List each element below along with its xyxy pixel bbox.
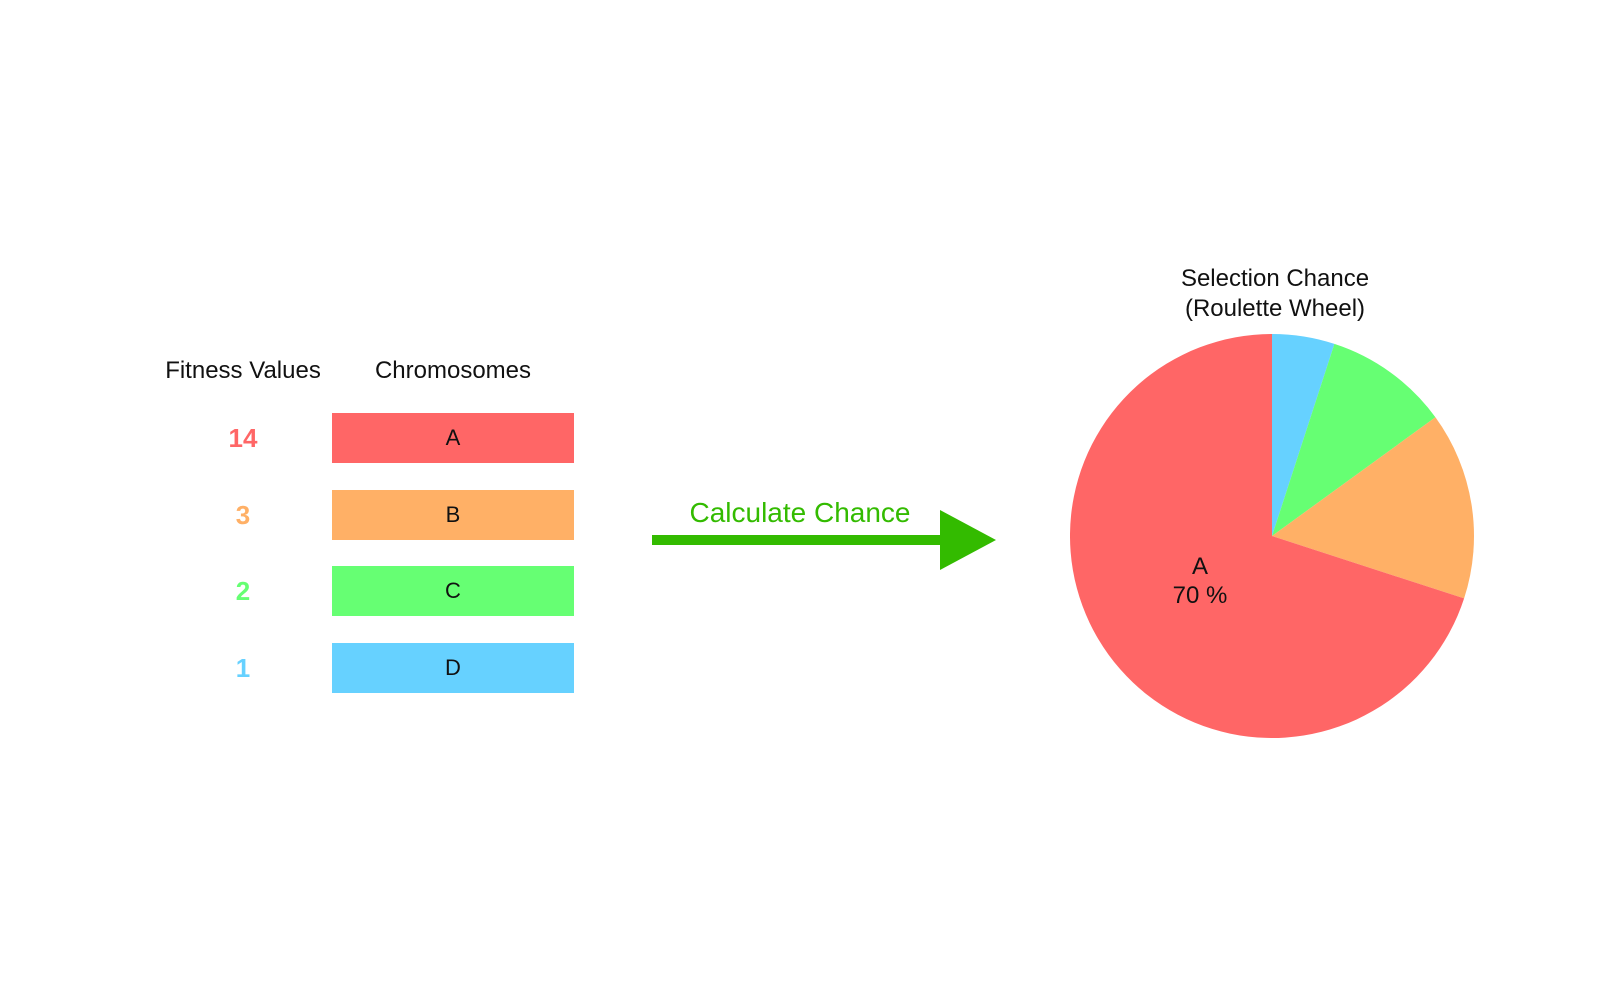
chromosome-a: A	[332, 413, 574, 463]
pie-title-line-2: (Roulette Wheel)	[1184, 295, 1366, 322]
fitness-value-c: 2	[235, 576, 251, 606]
pie-slice-d	[1272, 334, 1335, 536]
pie-slice-label-name: A	[1191, 553, 1208, 580]
pie-title: Selection Chance (Roulette Wheel)	[1125, 264, 1425, 324]
chromosome-d: D	[332, 643, 574, 693]
pie-title-line-1: Selection Chance	[1180, 265, 1370, 292]
arrow-shaft	[652, 535, 942, 545]
chromosome-b: B	[332, 490, 574, 540]
arrow-head	[940, 510, 996, 570]
pie-slice-a	[1070, 334, 1465, 738]
calculate-chance-label: Calculate Chance	[689, 497, 911, 528]
right-arrow-icon	[652, 510, 996, 570]
chromosome-c: C	[332, 566, 574, 616]
fitness-values-header: Fitness Values	[165, 357, 321, 384]
pie-slice-c	[1272, 343, 1436, 536]
roulette-wheel-pie	[1070, 334, 1474, 738]
fitness-value-d: 1	[235, 653, 251, 683]
pie-slice-b	[1272, 417, 1474, 599]
fitness-value-a: 14	[228, 423, 258, 453]
pie-slice-label-percent: 70 %	[1172, 582, 1228, 609]
pie-slice-label-a: A 70 %	[1140, 552, 1260, 610]
fitness-value-b: 3	[235, 500, 251, 530]
chromosomes-header: Chromosomes	[374, 357, 532, 384]
